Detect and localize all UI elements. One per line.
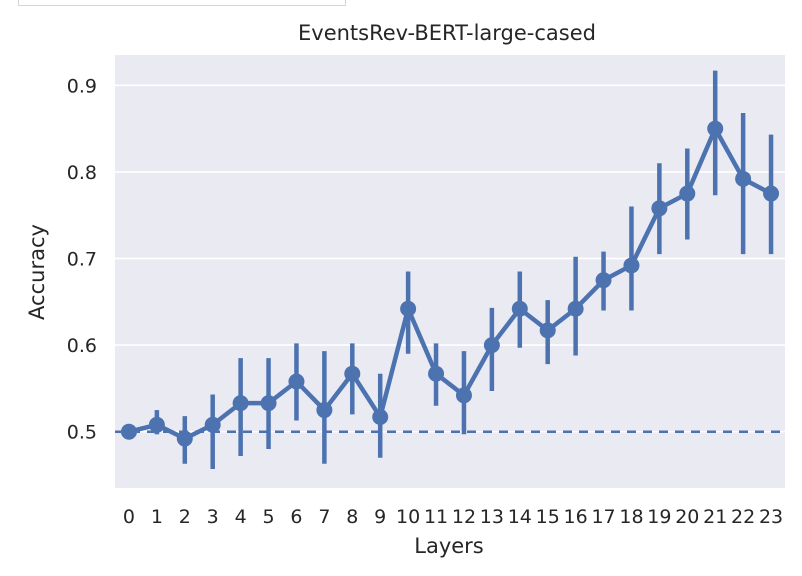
data-point: [120, 423, 137, 440]
x-tick-label: 15: [536, 506, 560, 528]
data-point: [455, 387, 472, 404]
x-tick-label: 3: [207, 506, 219, 528]
data-point: [483, 337, 500, 354]
x-tick-label: 14: [508, 506, 532, 528]
x-tick-label: 0: [123, 506, 135, 528]
data-point: [316, 402, 333, 419]
data-point: [763, 185, 780, 202]
x-axis-ticks: 0 1 2 3 4 5 6 7 8 9 10 11 12 13 14 15 16 17 18 19 20 21 22 23: [123, 506, 783, 528]
chart-title: EventsRev-BERT-large-cased: [298, 21, 596, 45]
data-point: [623, 257, 640, 274]
data-point: [679, 185, 696, 202]
data-point: [707, 120, 724, 137]
data-point: [595, 272, 612, 289]
window-edge: [18, 0, 346, 6]
y-axis-ticks: 0.5 0.6 0.7 0.8 0.9: [67, 75, 97, 443]
data-point: [260, 395, 277, 412]
x-tick-label: 13: [480, 506, 504, 528]
data-point: [651, 200, 668, 217]
data-points: [120, 120, 780, 447]
data-point: [372, 408, 389, 425]
data-point: [428, 365, 445, 382]
data-point: [232, 395, 249, 412]
x-tick-label: 8: [346, 506, 358, 528]
x-tick-label: 17: [591, 506, 615, 528]
x-tick-label: 19: [647, 506, 671, 528]
x-tick-label: 10: [396, 506, 420, 528]
x-tick-label: 11: [424, 506, 448, 528]
data-point: [511, 300, 528, 317]
x-tick-label: 1: [151, 506, 163, 528]
data-point: [735, 170, 752, 187]
x-tick-label: 23: [759, 506, 783, 528]
x-tick-label: 20: [675, 506, 699, 528]
y-tick-label: 0.7: [67, 249, 97, 271]
data-point: [288, 373, 305, 390]
y-tick-label: 0.5: [67, 422, 97, 444]
y-tick-label: 0.9: [67, 75, 97, 97]
x-tick-label: 4: [235, 506, 247, 528]
x-axis-label: Layers: [414, 534, 484, 558]
y-tick-label: 0.6: [67, 335, 97, 357]
data-point: [176, 430, 193, 447]
y-axis-label: Accuracy: [25, 224, 49, 320]
x-tick-label: 22: [731, 506, 755, 528]
y-tick-label: 0.8: [67, 162, 97, 184]
x-tick-label: 18: [619, 506, 643, 528]
data-point: [567, 300, 584, 317]
x-tick-label: 21: [703, 506, 727, 528]
x-tick-label: 9: [374, 506, 386, 528]
data-point: [344, 365, 361, 382]
x-tick-label: 7: [318, 506, 330, 528]
data-point: [539, 322, 556, 339]
data-point: [148, 416, 165, 433]
x-tick-label: 5: [262, 506, 274, 528]
data-point: [204, 416, 221, 433]
x-tick-label: 16: [564, 506, 588, 528]
x-tick-label: 6: [290, 506, 302, 528]
gridlines: [115, 84, 785, 433]
x-tick-label: 2: [179, 506, 191, 528]
x-tick-label: 12: [452, 506, 476, 528]
data-point: [400, 300, 417, 317]
